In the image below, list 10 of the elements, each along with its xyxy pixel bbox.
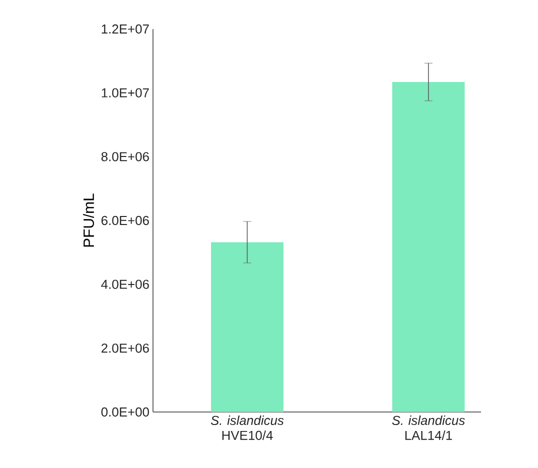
y-tick-label: 2.0E+06 <box>102 344 149 353</box>
x-tick-label: S. islandicus HVE10/4 <box>210 416 284 440</box>
y-tick-label: 6.0E+06 <box>102 216 149 226</box>
y-axis-title: PFU/mL <box>83 194 94 247</box>
y-tick-label: 1.2E+07 <box>102 24 149 34</box>
y-tick-label: 0.0E+00 <box>101 407 149 417</box>
y-tick-label: 1.0E+07 <box>102 88 149 98</box>
y-tick-label: 8.0E+06 <box>101 152 149 162</box>
x-tick-label: S. islandicus LAL14/1 <box>392 416 465 440</box>
y-tick-label: 4.0E+06 <box>101 280 149 289</box>
